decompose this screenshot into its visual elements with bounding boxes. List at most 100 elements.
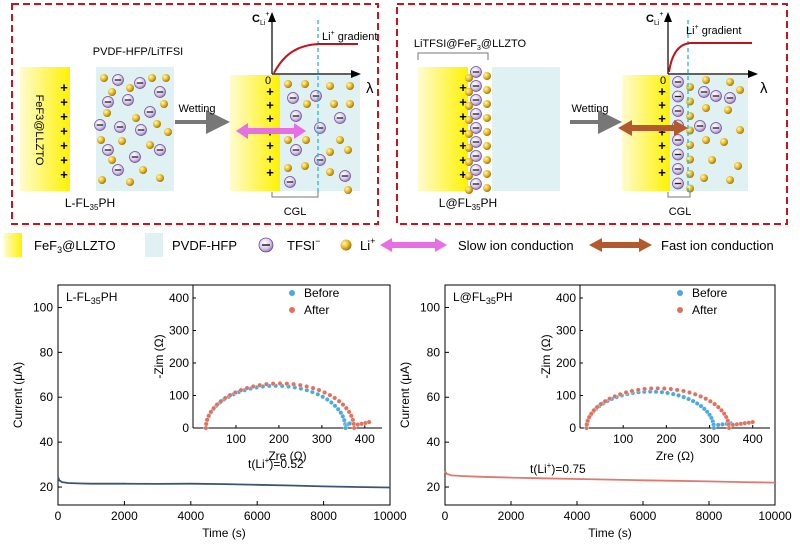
tfsi-ion <box>290 144 302 156</box>
li-ion <box>108 156 116 164</box>
eis-point-after <box>594 404 600 410</box>
eis-point-after <box>277 381 283 386</box>
right-cgl-label: CGL <box>669 206 692 218</box>
li-ion <box>726 78 734 86</box>
inset-x-tick-label: 100 <box>226 432 246 446</box>
li-ion <box>465 130 473 138</box>
tfsi-ion <box>672 105 684 117</box>
tfsi-ion <box>470 136 482 148</box>
eis-inset: 100 200 300 400 0 100 200 300 400 Zre (Ω) -Zim (Ω)… <box>152 285 382 463</box>
right-gradient-graph: CLi+ Li+ gradient 0 λ <box>646 11 768 97</box>
tfsi-ion <box>470 150 482 162</box>
eis-point-after <box>730 422 736 428</box>
left-gradient-curve <box>273 43 358 74</box>
right-film-label-bracket <box>417 52 489 60</box>
annotation-sup: + <box>265 456 270 465</box>
eis-point-after <box>340 402 346 407</box>
li-ion <box>483 72 491 80</box>
x-axis-label: Time (s) <box>588 526 632 540</box>
eis-point-after <box>726 425 732 431</box>
eis-point-after <box>598 401 604 407</box>
plus-sign: + <box>658 165 666 180</box>
eis-point-before <box>320 394 326 400</box>
li-ion <box>483 128 491 136</box>
eis-point-after <box>343 405 349 411</box>
legend-li-icon <box>340 239 352 251</box>
left-c-label: CLi+ <box>252 11 270 27</box>
plus-sign: + <box>459 124 467 139</box>
li-ion <box>483 86 491 94</box>
eis-point-before <box>341 417 347 423</box>
li-ion <box>326 82 334 90</box>
inset-y-tick-label: 100 <box>169 389 189 403</box>
eis-point-after <box>204 417 210 423</box>
eis-point-after <box>623 390 629 395</box>
eis-point-after <box>322 390 327 395</box>
tfsi-ion <box>710 122 722 134</box>
li-ion <box>132 114 140 122</box>
eis-inset: 100 200 300 400 0 100 200 300 400 Zre (Ω) -Zim (Ω)… <box>539 285 770 463</box>
plus-sign: + <box>459 138 467 153</box>
tfsi-ion <box>672 76 684 88</box>
eis-point-before <box>701 406 707 412</box>
li-ion <box>156 174 164 182</box>
x-tick-label: 10000 <box>758 509 792 523</box>
left-wetting-label: Wetting <box>178 103 215 115</box>
li-ion <box>126 84 134 92</box>
right-gradient-curve <box>668 42 752 73</box>
tfsi-ion <box>334 112 346 124</box>
li-ion <box>734 162 742 170</box>
right-wetted-plus-column: +++++++ <box>658 84 666 180</box>
tfsi-ion <box>710 90 722 102</box>
eis-point-before <box>686 396 691 402</box>
tfsi-ion <box>102 144 114 156</box>
y-tick-label: 80 <box>427 345 441 359</box>
right-origin-label: 0 <box>660 75 666 87</box>
legend-entry-before: Before <box>692 286 728 300</box>
li-ion <box>724 106 732 114</box>
inset-y-axis-label: -Zim (Ω) <box>539 334 553 378</box>
li-ion <box>303 100 311 108</box>
inset-y-tick-label: 400 <box>169 291 189 305</box>
right-fast-arrow <box>618 120 688 136</box>
y-axis-label: Current (μA) <box>398 362 412 428</box>
li-ion <box>97 136 105 144</box>
x-tick-label: 4000 <box>564 509 591 523</box>
eis-point-after <box>698 394 704 399</box>
li-ion <box>483 100 491 108</box>
eis-point-after <box>203 421 209 427</box>
tfsi-ion <box>470 66 482 78</box>
eis-point-after <box>602 398 608 404</box>
right-dashed-frame <box>396 3 788 225</box>
transference-number: t(Li+)=0.52 <box>248 456 304 471</box>
legend-marker-after <box>677 307 683 313</box>
inset-y-tick-label: 400 <box>556 291 576 305</box>
li-ion <box>139 166 147 174</box>
eis-point-after <box>351 425 357 431</box>
eis-point-after <box>348 413 354 419</box>
tfsi-ion <box>154 86 166 98</box>
eis-point-after <box>346 409 352 415</box>
tfsi-ion <box>287 92 299 104</box>
eis-point-after <box>222 395 228 401</box>
li-ion <box>686 97 694 106</box>
right-coated-ions <box>465 66 491 194</box>
eis-point-before <box>676 393 681 398</box>
li-ion <box>465 102 473 110</box>
li-ion <box>344 146 352 154</box>
li-ion <box>483 156 491 164</box>
x-tick-label: 0 <box>442 509 449 523</box>
li-ion <box>465 88 473 96</box>
plus-sign: + <box>60 109 68 124</box>
tfsi-ion <box>470 108 482 120</box>
li-ion <box>686 184 694 193</box>
left-fef3-layer-label: FeF3@LLZTO <box>33 95 45 166</box>
tfsi-ion <box>694 120 706 132</box>
tfsi-ion <box>672 148 684 161</box>
inset-x-axis-label: Zre (Ω) <box>268 449 306 463</box>
plus-sign: + <box>60 124 68 139</box>
li-ion <box>483 142 491 150</box>
eis-point-after <box>304 384 310 389</box>
li-ion <box>700 174 708 182</box>
li-ion <box>126 178 134 186</box>
